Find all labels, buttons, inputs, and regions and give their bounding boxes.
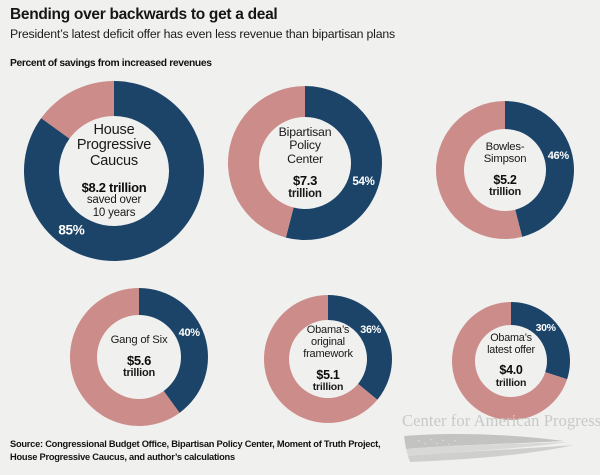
donut-slice[interactable] [69,288,180,426]
donut-ring [69,288,208,426]
source-line-1: Source: Congressional Budget Office, Bip… [10,439,381,450]
donut-slice[interactable] [511,302,570,380]
source-line-2: House Progressive Caucus, and author’s c… [10,451,235,462]
donut-ring [23,81,205,261]
american-flag-icon [404,433,574,462]
donut-slice[interactable] [452,302,568,420]
donut-ring [264,295,392,423]
page-subtitle: President’s latest deficit offer has eve… [10,26,395,41]
donut-ring [228,86,382,241]
cap-logo-text: Center for American Progress [402,411,600,430]
donut-ring [452,302,570,420]
donut-slice[interactable] [328,295,392,400]
donut-slice[interactable] [505,101,575,237]
header: Bending over backwards to get a deal Pre… [10,6,590,41]
cap-logo: Center for American Progress [402,411,600,462]
donut-slice[interactable] [41,81,114,139]
donut-slice[interactable] [436,101,523,239]
donut-slice[interactable] [139,288,208,413]
donut-chart[interactable]: Bowles- Simpson $5.2 trillion 46% [436,101,575,239]
source-note: Source: Congressional Budget Office, Bip… [10,438,381,463]
donut-chart[interactable]: Gang of Six $5.6 trillion 40% [69,288,208,426]
donut-chart[interactable]: Obama’s latest offer $4.0 trillion 30% [452,302,570,420]
donut-chart[interactable]: Obama’s original framework $5.1 trillion 36% [264,295,392,423]
donut-slice[interactable] [285,86,382,241]
chart-axis-label: Percent of savings from increased revenu… [10,58,212,69]
donut-slice[interactable] [23,81,205,261]
donut-chart[interactable]: Bipartisan Policy Center $7.3 trillion 54% [228,86,382,241]
donut-slice[interactable] [228,86,305,238]
donut-ring [436,101,575,239]
donut-chart[interactable]: House Progressive Caucus $8.2 trillion saved… [23,81,205,261]
donut-slice[interactable] [264,295,378,423]
page-title: Bending over backwards to get a deal [10,6,278,23]
